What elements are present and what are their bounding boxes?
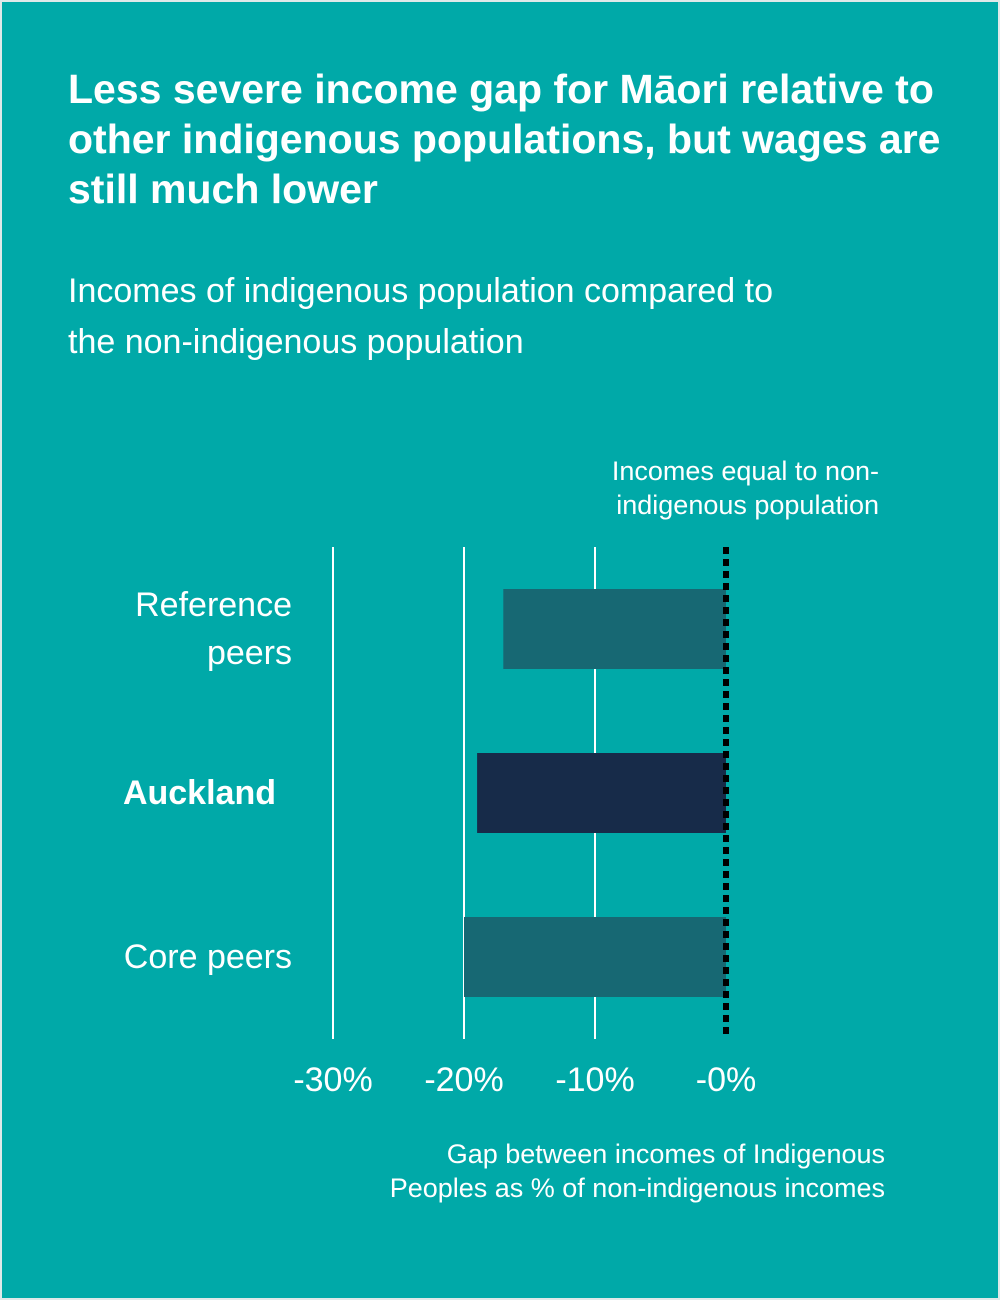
x-tick-label: -30% — [293, 1061, 372, 1099]
x-tick-label: -0% — [696, 1061, 756, 1099]
annotation: Incomes equal to non- — [612, 456, 879, 486]
category-label: Core peers — [123, 938, 292, 976]
category-label: Reference peers — [135, 586, 292, 672]
annotation: indigenous population — [616, 490, 879, 520]
category-label: Auckland — [122, 774, 276, 812]
x-tick-label: -10% — [555, 1061, 634, 1099]
x-axis-label: Peoples as % of non-indigenous incomes — [390, 1173, 885, 1203]
x-axis-label: Gap between incomes of Indigenous — [447, 1139, 885, 1169]
x-tick-label: -20% — [424, 1061, 503, 1099]
bar — [477, 753, 726, 833]
chart-title: Less severe income gap for Māori relativ… — [68, 66, 941, 212]
bar — [464, 917, 726, 997]
chart-subtitle: Incomes of indigenous population compare… — [68, 272, 774, 361]
bar — [503, 589, 726, 669]
